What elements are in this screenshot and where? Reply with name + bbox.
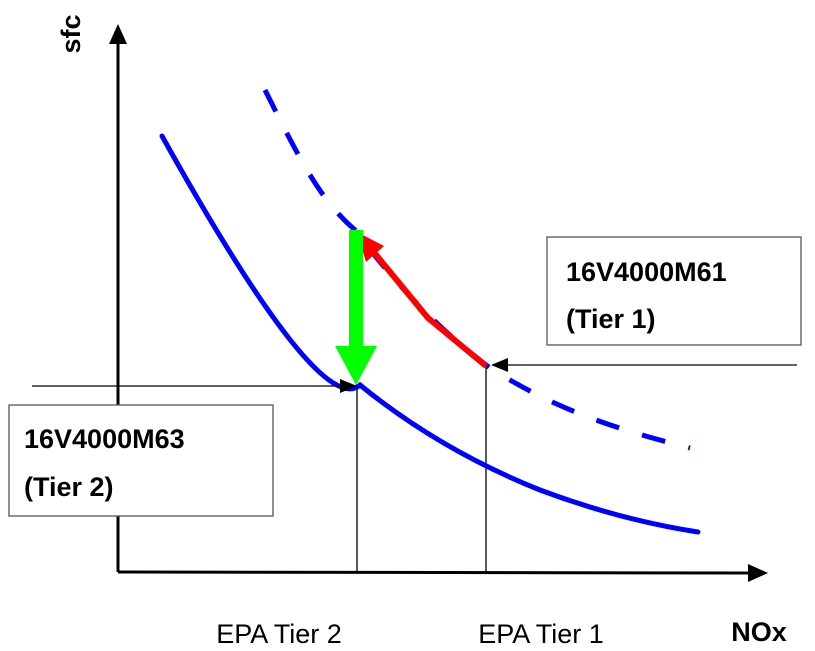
x-marker-tier1: EPA Tier 1 (478, 619, 604, 649)
tradeoff-arrowhead (357, 232, 384, 262)
tier1-pointer-arrowhead (491, 358, 508, 372)
improvement-arrow-shaft (349, 230, 363, 348)
x-axis-arrowhead (748, 564, 768, 582)
tier1-tradeoff-curve (262, 88, 691, 451)
tier2-pointer-arrowhead (340, 379, 357, 393)
x-marker-tier2: EPA Tier 2 (216, 619, 342, 649)
x-axis (117, 570, 753, 575)
tier2-engine-level: (Tier 2) (24, 472, 114, 502)
tier1-engine-box (546, 236, 802, 346)
tier2-engine-box (8, 404, 274, 517)
tier1-engine-level: (Tier 1) (566, 304, 656, 334)
improvement-arrowhead (335, 346, 377, 385)
y-axis-arrowhead (109, 24, 127, 44)
tier2-tradeoff-curve (159, 133, 701, 535)
tier1-engine-model: 16V4000M61 (566, 257, 727, 287)
tradeoff-arrow-line (369, 248, 488, 369)
tier2-engine-model: 16V4000M63 (24, 424, 185, 454)
x-axis-title: NOx (731, 617, 787, 647)
y-axis-title: sfc (56, 14, 86, 53)
